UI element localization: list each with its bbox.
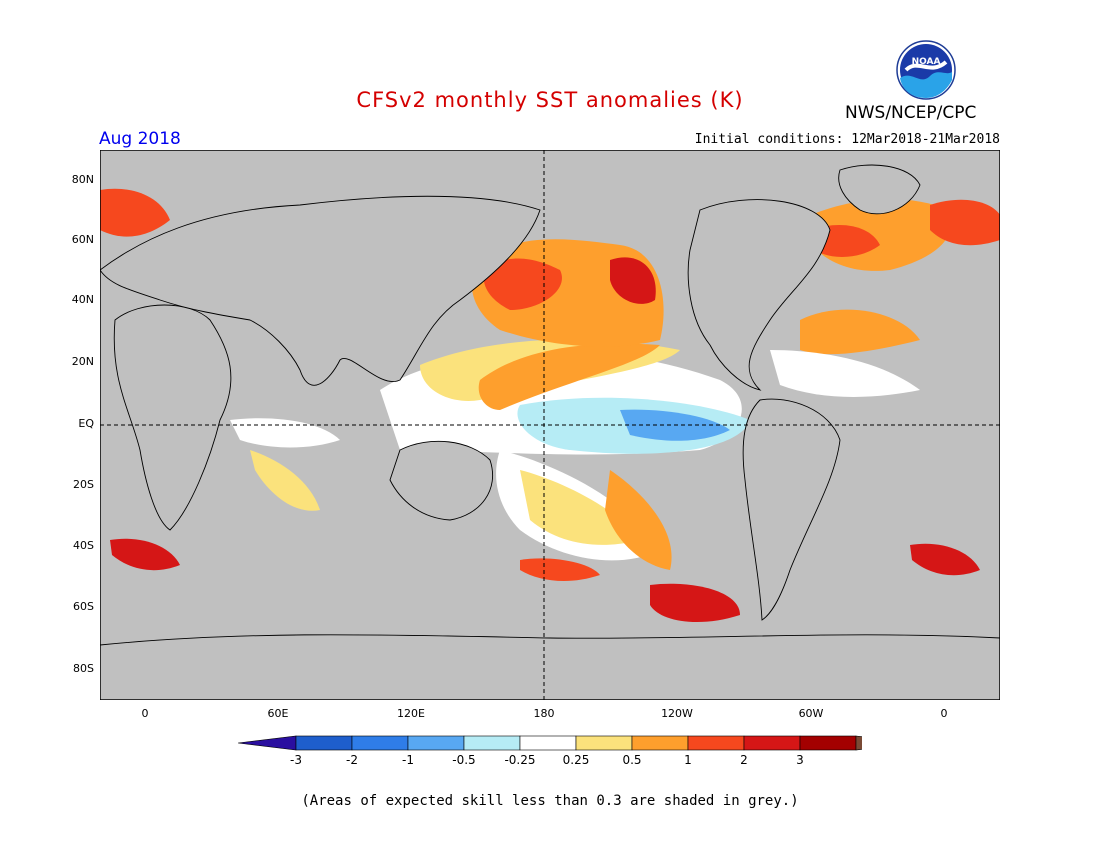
colorbar [238,735,862,751]
lon-label: 60W [798,707,824,720]
colorbar-swatch [295,735,353,751]
colorbar-label: -2 [346,753,358,767]
colorbar-swatch [799,735,857,751]
colorbar-swatch [463,735,521,751]
lon-label: 180 [533,707,555,720]
lat-label: EQ [78,417,94,430]
initial-conditions-label: Initial conditions: 12Mar2018-21Mar2018 [694,132,1000,147]
colorbar-label: -3 [290,753,302,767]
colorbar-swatch [855,735,862,751]
lat-label: 60S [73,600,94,613]
lon-label: 0 [940,707,948,720]
colorbar-swatch [351,735,409,751]
month-label: Aug 2018 [99,129,181,149]
colorbar-swatch [238,735,297,751]
lat-label: 40N [71,293,94,306]
sst-anomaly-map [100,150,1000,700]
lat-label: 80N [71,173,94,186]
logo-text: NOAA [912,57,941,67]
lon-label: 120W [661,707,693,720]
colorbar-label: 1 [684,753,692,767]
colorbar-swatch [575,735,633,751]
lon-label: 0 [141,707,149,720]
colorbar-swatch [519,735,577,751]
colorbar-swatch [687,735,745,751]
colorbar-swatch [631,735,689,751]
lat-label: 80S [73,662,94,675]
anomaly-shading [100,188,1000,623]
lon-label: 120E [397,707,425,720]
noaa-logo-icon: NOAA [896,40,956,100]
chart-title: CFSv2 monthly SST anomalies (K) [356,88,744,112]
continent-outlines [100,164,1000,700]
colorbar-label: -0.25 [504,753,536,767]
colorbar-swatch [407,735,465,751]
colorbar-label: 3 [796,753,804,767]
lon-label: 60E [267,707,289,720]
colorbar-label: -1 [402,753,414,767]
colorbar-swatch [743,735,801,751]
lat-label: 60N [71,233,94,246]
colorbar-label: 2 [740,753,748,767]
colorbar-label: 0.5 [622,753,642,767]
lat-label: 20S [73,478,94,491]
colorbar-label: -0.5 [452,753,476,767]
footnote: (Areas of expected skill less than 0.3 a… [301,793,799,809]
lat-label: 40S [73,539,94,552]
colorbar-label: 0.25 [562,753,590,767]
agency-label: NWS/NCEP/CPC [845,103,977,123]
lat-label: 20N [71,355,94,368]
